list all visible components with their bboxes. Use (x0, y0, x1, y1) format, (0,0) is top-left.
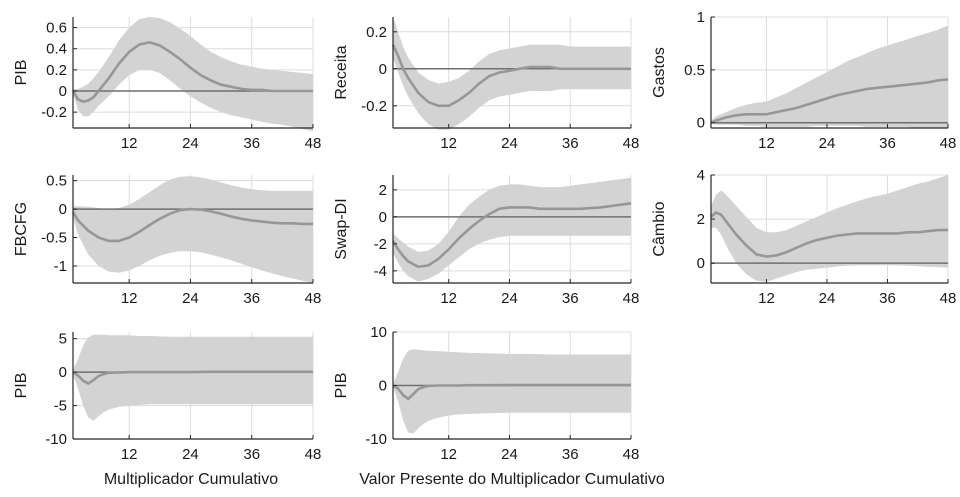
x-axis-caption: Valor Presente do Multiplicador Cumulati… (359, 471, 665, 488)
mean-response-line (72, 370, 313, 386)
y-tick-label: 5 (59, 331, 67, 348)
x-tick-label: 36 (243, 135, 260, 152)
y-tick-label: 0 (59, 364, 67, 381)
y-tick-label: -0.2 (361, 98, 387, 115)
mean-response-line (392, 383, 631, 401)
y-tick-label: 0.2 (366, 24, 387, 41)
y-tick-label: 4 (697, 167, 705, 184)
mean-response-line (710, 210, 948, 258)
x-tick-label: 24 (501, 446, 518, 463)
x-tick-label: 36 (562, 290, 579, 307)
y-tick-label: 0 (379, 61, 387, 78)
x-tick-label: 48 (623, 290, 640, 307)
y-tick-label: 1 (697, 9, 705, 26)
confidence-band (393, 17, 631, 130)
y-axis-title: Gastos (651, 47, 668, 98)
panel-7: -10 -5 0 5 12 24 36 48 PIB Multiplicador Cumulati… (13, 331, 321, 488)
x-tick-label: 36 (243, 446, 260, 463)
panel-5: -4 -2 0 2 12 24 36 48 Swap-DI (333, 175, 639, 307)
y-tick-label: 0.5 (46, 173, 67, 190)
y-tick-label: -2 (374, 236, 387, 253)
x-axis-caption: Multiplicador Cumulativo (104, 471, 278, 488)
mean-response-line (391, 202, 632, 269)
x-tick-label: 12 (121, 446, 138, 463)
x-tick-label: 48 (623, 446, 640, 463)
panel-3: 0 0.5 1 12 24 36 48 Gastos (651, 9, 956, 152)
x-tick-label: 36 (562, 135, 579, 152)
mean-response-line (710, 78, 949, 124)
confidence-band (711, 25, 948, 128)
x-tick-label: 24 (182, 290, 199, 307)
confidence-band (393, 349, 631, 434)
confidence-band (73, 17, 313, 132)
confidence-band (711, 175, 948, 282)
y-tick-label: -1 (54, 258, 67, 275)
y-tick-label: -10 (365, 431, 387, 448)
y-axis-title: Receita (333, 45, 350, 99)
y-axis-title: PIB (13, 373, 30, 399)
y-tick-label: 0 (697, 255, 705, 272)
y-tick-label: 0 (379, 378, 387, 395)
x-tick-label: 12 (758, 290, 775, 307)
y-tick-label: 0.5 (684, 62, 705, 79)
y-axis-title: FBCFG (13, 202, 30, 256)
x-tick-label: 12 (440, 290, 457, 307)
y-axis-title: PIB (333, 373, 350, 399)
x-tick-label: 24 (182, 446, 199, 463)
x-tick-label: 12 (121, 290, 138, 307)
y-axis-title: Câmbio (651, 201, 668, 256)
x-tick-label: 36 (879, 135, 896, 152)
x-tick-label: 48 (305, 290, 322, 307)
confidence-band (73, 334, 313, 421)
y-tick-label: 2 (379, 182, 387, 199)
x-tick-label: 24 (819, 135, 836, 152)
y-tick-label: -5 (54, 398, 67, 415)
y-tick-label: 0 (59, 201, 67, 218)
mean-response-line (71, 207, 313, 243)
mean-response-line (71, 41, 313, 103)
x-tick-label: 24 (182, 135, 199, 152)
x-tick-label: 48 (305, 446, 322, 463)
y-tick-label: -0.5 (41, 230, 67, 247)
y-tick-label: 10 (370, 324, 387, 341)
y-tick-label: -4 (374, 263, 387, 280)
x-tick-label: 12 (440, 135, 457, 152)
x-tick-label: 24 (819, 290, 836, 307)
x-tick-label: 48 (940, 290, 957, 307)
y-axis-title: PIB (13, 60, 30, 86)
x-tick-label: 24 (501, 290, 518, 307)
y-tick-label: 0 (59, 83, 67, 100)
y-tick-label: 2 (697, 211, 705, 228)
confidence-band (73, 176, 313, 283)
x-tick-label: 48 (305, 135, 322, 152)
confidence-band (393, 177, 631, 282)
y-tick-label: 0.2 (46, 62, 67, 79)
x-tick-label: 12 (440, 446, 457, 463)
x-tick-label: 24 (501, 135, 518, 152)
mean-response-line (391, 44, 631, 108)
x-tick-label: 36 (562, 446, 579, 463)
y-tick-label: -0.2 (41, 104, 67, 121)
y-tick-label: 0.6 (46, 20, 67, 37)
panel-4: -1 -0.5 0 0.5 12 24 36 48 FBCFG (13, 173, 321, 307)
y-tick-label: 0 (697, 115, 705, 132)
panel-8: -10 0 10 12 24 36 48 PIB Valor Presente do Multi… (333, 324, 665, 488)
x-tick-label: 36 (243, 290, 260, 307)
y-tick-label: 0 (379, 209, 387, 226)
panel-1: -0.2 0 0.2 0.4 0.6 12 24 36 48 PIB (13, 17, 321, 152)
x-tick-label: 12 (758, 135, 775, 152)
x-tick-label: 48 (940, 135, 957, 152)
y-tick-label: -10 (45, 431, 67, 448)
panel-2: -0.2 0 0.2 12 24 36 48 Receita (333, 17, 639, 152)
y-axis-title: Swap-DI (333, 198, 350, 259)
x-tick-label: 36 (879, 290, 896, 307)
y-tick-label: 0.4 (46, 41, 67, 58)
x-tick-label: 48 (623, 135, 640, 152)
x-tick-label: 12 (121, 135, 138, 152)
